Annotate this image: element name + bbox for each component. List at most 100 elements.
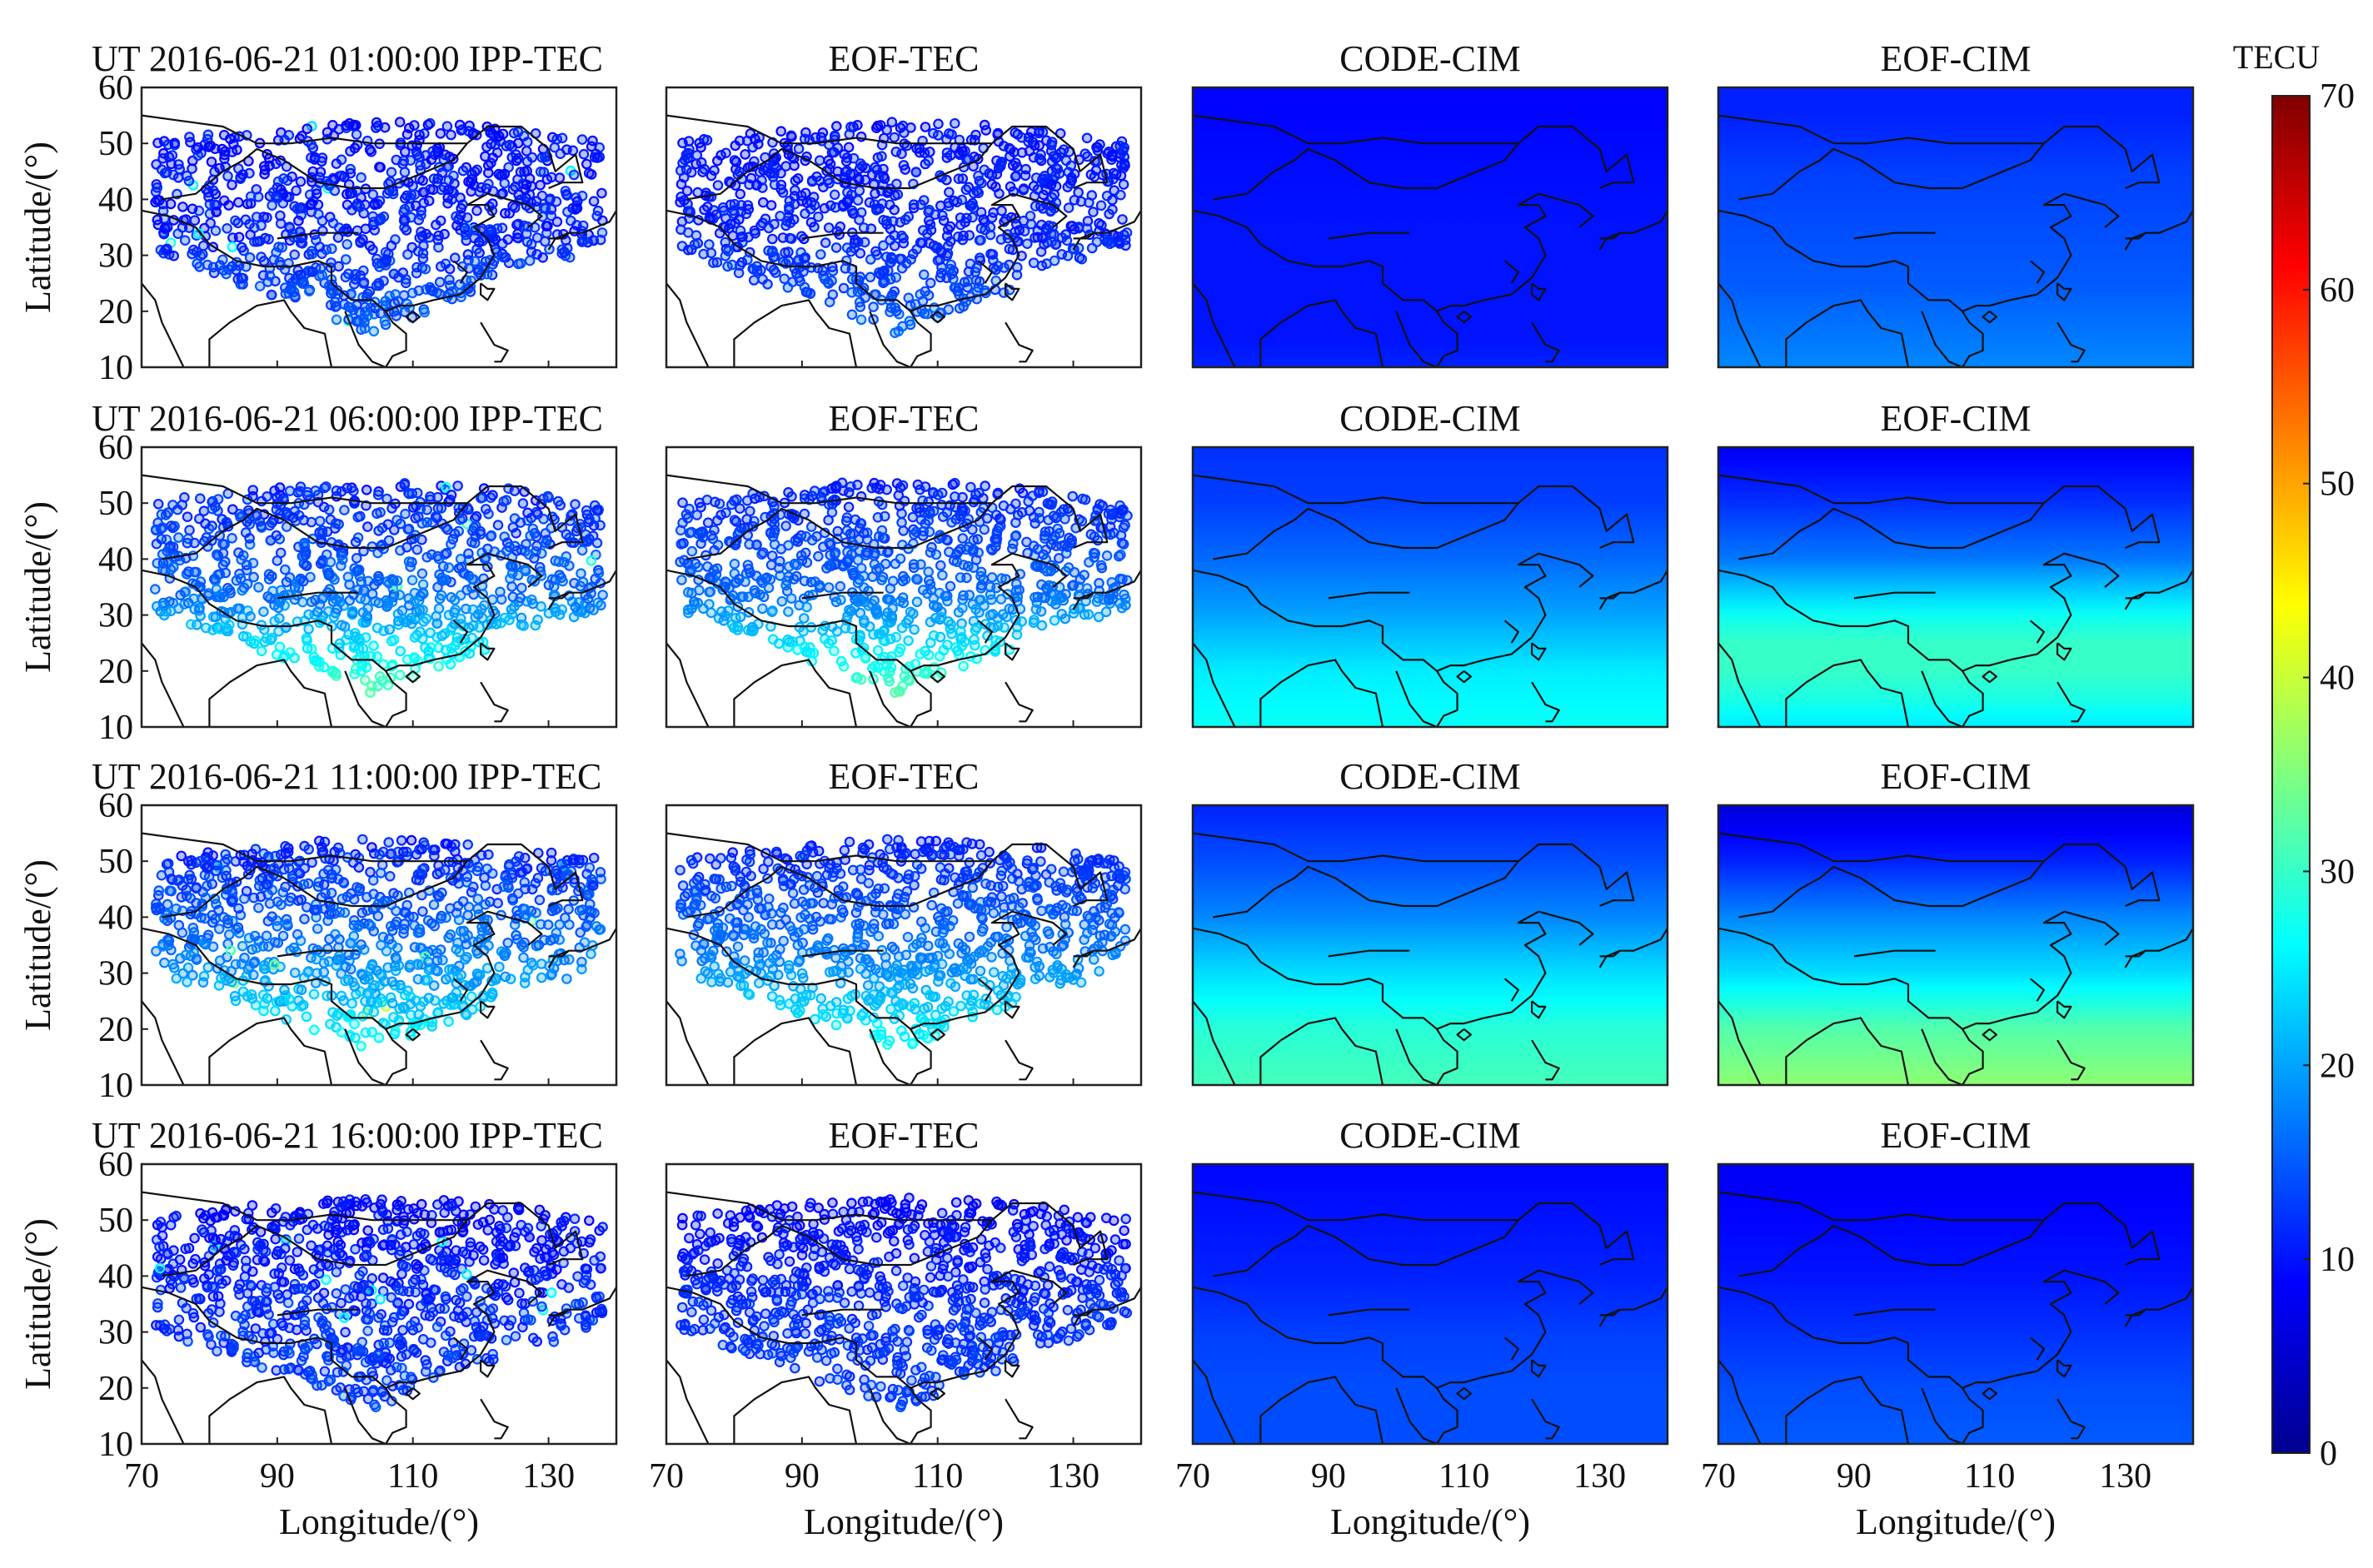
ipp-point <box>512 137 524 149</box>
ipp-point <box>1024 505 1035 516</box>
ipp-point <box>518 942 529 953</box>
ipp-point <box>995 514 1006 525</box>
ipp-point <box>818 898 829 908</box>
ipp-point <box>411 140 422 151</box>
ipp-point <box>814 155 825 166</box>
ipp-point <box>531 907 541 918</box>
ipp-point <box>521 539 531 550</box>
ipp-point <box>1056 249 1068 260</box>
ipp-point <box>521 137 533 147</box>
ipp-point <box>387 188 399 200</box>
ipp-point <box>222 918 233 929</box>
ipp-point <box>575 927 586 938</box>
ipp-point <box>734 135 745 147</box>
ipp-point <box>817 265 828 276</box>
ipp-point <box>936 500 947 510</box>
ipp-point <box>349 1018 360 1029</box>
plot-area <box>1193 87 1668 367</box>
ipp-point <box>357 643 369 655</box>
ipp-point <box>870 188 880 199</box>
ipp-point <box>570 601 581 613</box>
ipp-point <box>780 161 791 172</box>
ipp-point <box>251 943 262 953</box>
ipp-point <box>897 120 909 132</box>
ipp-point <box>695 501 706 513</box>
ipp-point <box>816 136 828 147</box>
ipp-point <box>289 652 300 664</box>
ipp-point <box>197 977 209 988</box>
ipp-point <box>957 594 968 605</box>
ipp-point <box>1049 189 1060 200</box>
ipp-point <box>526 594 537 605</box>
ipp-point <box>885 235 895 246</box>
ipp-point <box>259 998 270 1009</box>
ipp-point <box>151 946 162 957</box>
ipp-point <box>414 927 426 938</box>
ipp-point <box>279 134 290 146</box>
ipp-point <box>512 888 524 899</box>
ipp-point <box>931 601 942 613</box>
ipp-point <box>1116 505 1128 515</box>
ipp-point <box>964 931 975 943</box>
ipp-point <box>919 1003 930 1014</box>
ipp-point <box>171 973 182 984</box>
ipp-point <box>256 251 267 262</box>
ipp-point <box>372 910 384 922</box>
ipp-point <box>564 919 575 930</box>
ipp-point <box>854 214 865 226</box>
ipp-point <box>214 162 225 174</box>
ipp-point <box>526 884 538 895</box>
ipp-point <box>767 233 778 245</box>
ipp-point <box>372 489 384 500</box>
ipp-point <box>823 582 835 593</box>
ipp-point <box>730 516 742 527</box>
ipp-point <box>970 625 981 635</box>
panel-title: UT 2016-06-21 01:00:00 IPP-TEC <box>92 38 603 79</box>
ipp-point <box>436 630 447 641</box>
ipp-point <box>373 573 385 585</box>
ipp-point <box>415 496 426 508</box>
ipp-point <box>827 289 839 301</box>
ipp-point <box>443 1016 454 1028</box>
ipp-point <box>1108 167 1119 179</box>
ipp-point <box>446 194 457 205</box>
ipp-point <box>1033 127 1044 139</box>
ipp-point <box>825 539 836 550</box>
tec-field <box>1718 87 2193 367</box>
ipp-point <box>386 503 397 514</box>
panel-title: EOF-TEC <box>829 398 980 439</box>
ipp-point <box>775 184 787 195</box>
y-tick-label: 60 <box>98 69 133 107</box>
ipp-point <box>734 167 745 177</box>
ipp-point <box>383 933 395 945</box>
ipp-point <box>898 237 910 249</box>
ipp-point <box>978 493 989 504</box>
ipp-point <box>1011 585 1022 596</box>
ipp-point <box>976 580 987 591</box>
ipp-point <box>386 574 397 585</box>
ipp-point <box>221 268 232 280</box>
ipp-point <box>733 267 745 279</box>
ipp-point <box>955 625 966 637</box>
y-axis-label: Latitude/(°) <box>17 501 58 673</box>
ipp-point <box>775 570 785 581</box>
ipp-point <box>960 184 972 196</box>
ipp-point <box>515 258 526 269</box>
ipp-point <box>1091 236 1103 247</box>
ipp-point <box>430 511 441 522</box>
ipp-point <box>417 175 428 187</box>
ipp-point <box>329 908 340 919</box>
ipp-point <box>754 978 765 988</box>
ipp-point <box>783 246 794 257</box>
ipp-point <box>201 622 212 634</box>
ipp-point <box>417 906 428 917</box>
ipp-point <box>405 998 416 1010</box>
ipp-point <box>735 231 747 242</box>
ipp-point <box>889 204 900 216</box>
ipp-point <box>313 209 324 220</box>
ipp-point <box>258 963 270 974</box>
ipp-point <box>358 545 369 557</box>
ipp-point <box>561 189 572 200</box>
coastline <box>1193 474 1668 727</box>
ipp-point <box>406 575 418 585</box>
